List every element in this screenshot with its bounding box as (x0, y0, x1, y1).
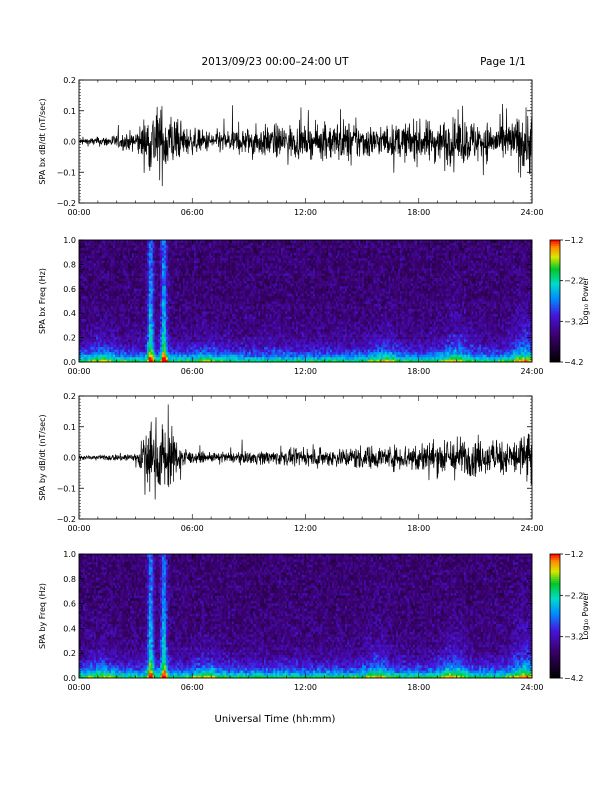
x-tick-label: 00:00 (67, 367, 90, 376)
colorbar-tick-label: −1.2 (564, 236, 583, 245)
y-tick-label: 0.0 (63, 454, 76, 463)
y-tick-label: 0.0 (63, 674, 76, 683)
x-tick-label: 06:00 (181, 208, 204, 217)
colorbar-tick-label: −4.2 (564, 358, 583, 367)
y-tick-label: −0.1 (57, 484, 76, 493)
y-tick-label: 0.4 (63, 624, 76, 633)
x-tick-label: 18:00 (407, 367, 430, 376)
heatmap-cells (79, 554, 532, 678)
y-tick-label: 0.4 (63, 309, 76, 318)
x-tick-label: 12:00 (294, 208, 317, 217)
y-axis-label: SPA bx dB/dt (nT/sec) (38, 98, 47, 184)
figure-title: 2013/09/23 00:00–24:00 UT (201, 56, 349, 68)
y-tick-label: 0.0 (63, 358, 76, 367)
x-tick-label: 06:00 (181, 683, 204, 692)
y-axis-label: SPA by dB/dt (nT/sec) (38, 414, 47, 500)
series-trace (79, 405, 532, 500)
y-tick-label: 0.8 (63, 260, 76, 269)
colorbar-label: Log₁₀ Power (581, 277, 590, 325)
x-axis-label: Universal Time (hh:mm) (215, 714, 336, 725)
y-tick-label: 0.6 (63, 285, 76, 294)
x-tick-label: 00:00 (67, 208, 90, 217)
x-tick-label: 06:00 (181, 524, 204, 533)
x-tick-label: 24:00 (520, 208, 543, 217)
x-tick-label: 12:00 (294, 524, 317, 533)
page-number: Page 1/1 (480, 56, 526, 68)
x-tick-label: 00:00 (67, 683, 90, 692)
y-tick-label: −0.2 (57, 515, 76, 524)
y-tick-label: 1.0 (63, 236, 76, 245)
x-tick-label: 18:00 (407, 524, 430, 533)
y-tick-label: 0.0 (63, 138, 76, 147)
x-tick-label: 12:00 (294, 367, 317, 376)
panel-1: 0.2 0.1 0.0 −0.1 −0.200:00 06:00 12:00 18:00 24:… (38, 76, 544, 217)
y-tick-label: −0.2 (57, 199, 76, 208)
x-tick-label: 00:00 (67, 524, 90, 533)
y-tick-label: 0.6 (63, 600, 76, 609)
series-trace (79, 104, 532, 186)
y-axis-label: SPA by Freq (Hz) (38, 583, 47, 649)
y-tick-label: 0.1 (63, 423, 76, 432)
y-tick-label: 0.2 (63, 649, 76, 658)
x-tick-label: 18:00 (407, 208, 430, 217)
y-tick-label: 0.2 (63, 334, 76, 343)
y-tick-label: 1.0 (63, 550, 76, 559)
y-tick-label: 0.2 (63, 392, 76, 401)
colorbar-tick-label: −4.2 (564, 674, 583, 683)
x-tick-label: 24:00 (520, 683, 543, 692)
x-tick-label: 24:00 (520, 524, 543, 533)
x-tick-label: 24:00 (520, 367, 543, 376)
x-tick-label: 12:00 (294, 683, 317, 692)
colorbar-label: Log₁₀ Power (581, 592, 590, 640)
y-tick-label: 0.1 (63, 107, 76, 116)
colorbar-tick-label: −1.2 (564, 550, 583, 559)
x-tick-label: 06:00 (181, 367, 204, 376)
y-tick-label: −0.1 (57, 168, 76, 177)
heatmap-cells (79, 240, 532, 362)
y-axis-label: SPA bx Freq (Hz) (38, 268, 47, 334)
y-tick-label: 0.2 (63, 76, 76, 85)
panel-3: 0.2 0.1 0.0 −0.1 −0.200:00 06:00 12:00 18:00 24:… (38, 392, 544, 533)
y-tick-label: 0.8 (63, 575, 76, 584)
x-tick-label: 18:00 (407, 683, 430, 692)
